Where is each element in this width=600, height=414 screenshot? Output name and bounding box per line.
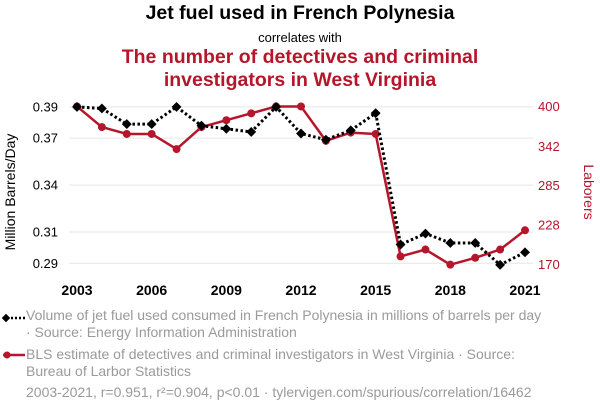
right-tick-label: 342 bbox=[538, 139, 560, 154]
right-axis-ticks: 170 228 285 342 400 bbox=[538, 99, 560, 272]
data-point-detectives bbox=[297, 102, 305, 111]
left-tick-label: 0.29 bbox=[33, 256, 58, 271]
data-point-detectives bbox=[172, 145, 181, 154]
chart-title-secondary-line2: investigators in West Virginia bbox=[163, 69, 437, 91]
left-tick-label: 0.39 bbox=[33, 99, 58, 114]
data-point-jet-fuel bbox=[121, 119, 132, 130]
data-point-jet-fuel bbox=[495, 259, 506, 270]
correlates-with-label: correlates with bbox=[258, 30, 342, 45]
data-point-jet-fuel bbox=[520, 247, 530, 258]
data-point-jet-fuel bbox=[296, 128, 306, 139]
chart-title-secondary: The number of detectives and criminal in… bbox=[0, 46, 600, 92]
x-tick-label: 2018 bbox=[435, 282, 466, 298]
left-tick-label: 0.31 bbox=[33, 225, 58, 240]
legend-marker-dotted-diamond bbox=[2, 313, 25, 323]
data-point-detectives bbox=[446, 260, 455, 269]
x-axis-ticks: 2003 2006 2009 2012 2015 2018 2021 bbox=[61, 282, 540, 298]
data-point-jet-fuel bbox=[320, 134, 331, 145]
data-point-jet-fuel bbox=[420, 228, 431, 239]
left-axis-ticks: 0.29 0.31 0.34 0.37 0.39 bbox=[33, 99, 58, 270]
data-point-detectives bbox=[421, 245, 430, 254]
right-tick-label: 285 bbox=[538, 178, 560, 193]
data-point-jet-fuel bbox=[395, 239, 406, 250]
data-point-jet-fuel bbox=[146, 119, 157, 130]
right-tick-label: 400 bbox=[538, 99, 560, 114]
chart-title-secondary-line1: The number of detectives and criminal bbox=[121, 46, 479, 68]
data-point-jet-fuel bbox=[345, 125, 356, 136]
data-point-jet-fuel bbox=[96, 103, 107, 114]
left-tick-label: 0.37 bbox=[33, 131, 58, 146]
right-axis-label: Laborers bbox=[581, 164, 597, 219]
data-point-detectives bbox=[222, 116, 231, 125]
right-tick-label: 228 bbox=[538, 217, 560, 232]
legend-text-detectives: BLS estimate of detectives and criminal … bbox=[26, 346, 515, 379]
data-point-jet-fuel bbox=[171, 101, 182, 112]
data-point-detectives bbox=[122, 129, 131, 138]
data-point-detectives bbox=[147, 129, 156, 138]
x-tick-label: 2012 bbox=[285, 282, 316, 298]
left-axis-label: Million Barrels/Day bbox=[2, 134, 18, 251]
legend-text-jet-fuel: Volume of jet fuel used consumed in Fren… bbox=[26, 307, 542, 340]
data-point-jet-fuel bbox=[470, 237, 481, 248]
data-point-jet-fuel bbox=[246, 126, 257, 137]
series-group bbox=[72, 101, 530, 270]
data-point-jet-fuel bbox=[196, 120, 207, 131]
data-point-detectives bbox=[521, 226, 529, 235]
footer-stats: 2003-2021, r=0.951, r²=0.904, p<0.01 · t… bbox=[26, 384, 532, 400]
x-tick-label: 2006 bbox=[136, 282, 167, 298]
legend-marker-solid-circle bbox=[3, 351, 25, 359]
data-point-detectives bbox=[247, 109, 256, 118]
x-tick-label: 2003 bbox=[61, 282, 92, 298]
data-point-jet-fuel bbox=[445, 237, 456, 248]
left-tick-label: 0.34 bbox=[33, 178, 58, 193]
right-tick-label: 170 bbox=[538, 257, 560, 272]
data-point-detectives bbox=[396, 252, 405, 261]
chart-title: Jet fuel used in French Polynesia bbox=[145, 2, 455, 24]
x-tick-label: 2009 bbox=[211, 282, 242, 298]
data-point-jet-fuel bbox=[72, 101, 82, 112]
data-point-detectives bbox=[97, 123, 106, 132]
x-tick-label: 2021 bbox=[509, 282, 540, 298]
data-point-jet-fuel bbox=[221, 123, 232, 134]
data-point-detectives bbox=[496, 245, 505, 254]
x-tick-label: 2015 bbox=[360, 282, 391, 298]
data-point-detectives bbox=[471, 253, 480, 262]
data-point-detectives bbox=[371, 129, 380, 138]
